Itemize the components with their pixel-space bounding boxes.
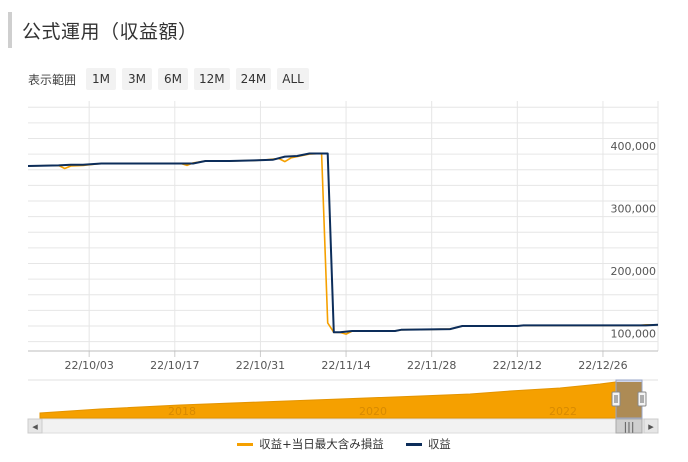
legend-label-profit: 収益 [427, 437, 451, 451]
navigator-year-label: 2018 [168, 405, 196, 418]
navigator-handle-left [611, 391, 621, 407]
navigator-handle-right [637, 391, 647, 407]
scrollbar-right-button [643, 418, 659, 434]
legend-swatch-orange [237, 442, 254, 446]
series-line-profit [27, 152, 659, 334]
legend: 収益+当日最大含み損益 収益 [0, 435, 688, 453]
scrollbar-thumb [615, 418, 643, 434]
range-button-all[interactable]: ALL [277, 68, 309, 90]
x-tick-label: 22/10/31 [236, 359, 285, 372]
navigator-year-label: 2020 [359, 405, 387, 418]
navigator-area [39, 381, 617, 419]
title-bar: 公式運用（収益額） [8, 12, 668, 48]
legend-swatch-navy [405, 442, 422, 446]
legend-item-total[interactable]: 収益+当日最大含み損益 [237, 436, 384, 452]
legend-label-total: 収益+当日最大含み損益 [259, 437, 384, 451]
range-button-6m[interactable]: 6M [158, 68, 189, 90]
page-title: 公式運用（収益額） [22, 20, 198, 43]
y-tick-label: 400,000 [611, 140, 657, 153]
range-button-1m[interactable]: 1M [86, 68, 117, 90]
x-tick-label: 22/11/14 [321, 359, 370, 372]
plot-axes [28, 101, 659, 357]
scrollbar-track [27, 418, 659, 434]
y-tick-label: 100,000 [611, 328, 657, 341]
plot-series [27, 152, 659, 335]
x-tick-label: 22/12/12 [493, 359, 542, 372]
plot-ticks: 22/10/03 22/10/17 22/10/31 22/11/14 22/11/28… [64, 140, 656, 372]
range-button-3m[interactable]: 3M [122, 68, 153, 90]
x-tick-label: 22/10/03 [64, 359, 113, 372]
scrollbar-thumb-grip: ||| [623, 420, 634, 433]
x-tick-label: 22/12/26 [578, 359, 627, 372]
legend-item-profit[interactable]: 収益 [405, 436, 451, 452]
range-button-24m[interactable]: 24M [235, 68, 272, 90]
scrollbar-left-arrow-icon: ◂ [32, 420, 38, 433]
navigator-year-label: 2022 [549, 405, 577, 418]
range-selector-label: 表示範囲 [28, 72, 77, 87]
y-tick-label: 300,000 [611, 203, 657, 216]
range-button-12m[interactable]: 12M [194, 68, 230, 90]
range-selector: 表示範囲 1M 3M 6M 12M 24M ALL [28, 67, 309, 91]
navigator[interactable]: 2018 2020 2022 [28, 379, 658, 419]
x-tick-label: 22/10/17 [150, 359, 199, 372]
scrollbar[interactable]: ◂ ▸ ||| [27, 418, 659, 434]
x-tick-label: 22/11/28 [407, 359, 456, 372]
scrollbar-right-arrow-icon: ▸ [648, 420, 654, 433]
plot-grid [28, 101, 658, 351]
scrollbar-left-button [27, 418, 43, 434]
y-tick-label: 200,000 [611, 265, 657, 278]
series-line-total [27, 152, 658, 335]
